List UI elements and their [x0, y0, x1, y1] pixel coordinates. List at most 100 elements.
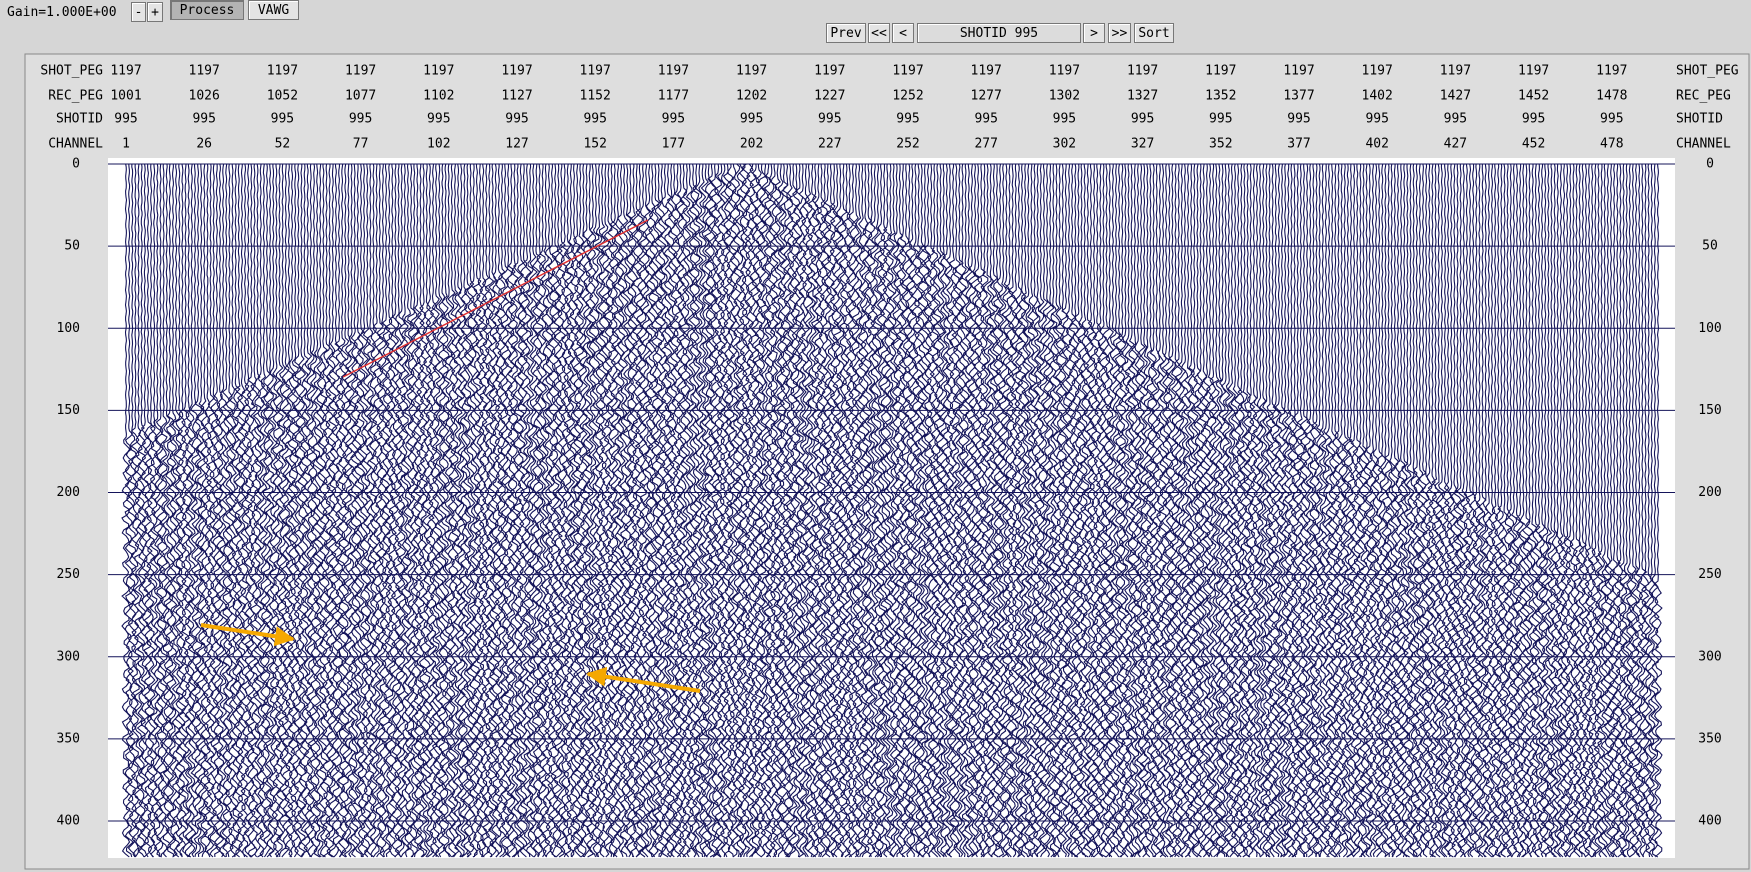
time-tick-label-left: 100 — [57, 321, 80, 336]
header-value: 1197 — [1049, 64, 1080, 79]
time-tick-label-right: 0 — [1706, 157, 1714, 172]
header-value: 402 — [1365, 137, 1388, 152]
header-value: 1197 — [1596, 64, 1627, 79]
header-value: 26 — [196, 137, 212, 152]
header-value: 1077 — [345, 89, 376, 104]
vawg-button[interactable]: VAWG — [248, 0, 299, 20]
header-value: 1152 — [580, 89, 611, 104]
time-tick-label-right: 200 — [1698, 485, 1721, 500]
time-tick-label-right: 350 — [1698, 731, 1721, 746]
time-tick-label-right: 100 — [1698, 321, 1721, 336]
header-value: 1197 — [1127, 64, 1158, 79]
header-value: 1197 — [1205, 64, 1236, 79]
header-value: 478 — [1600, 137, 1623, 152]
header-value: 995 — [1131, 112, 1154, 127]
header-value: 1252 — [892, 89, 923, 104]
header-value: 252 — [896, 137, 919, 152]
time-tick-label-right: 250 — [1698, 567, 1721, 582]
header-value: 352 — [1209, 137, 1232, 152]
gain-plus[interactable]: + — [147, 2, 163, 22]
header-value: 302 — [1053, 137, 1076, 152]
header-value: 1197 — [1440, 64, 1471, 79]
header-value: 52 — [275, 137, 291, 152]
header-value: 1197 — [189, 64, 220, 79]
header-value: 995 — [427, 112, 450, 127]
first-button[interactable]: << — [868, 23, 890, 43]
time-tick-label-left: 250 — [57, 567, 80, 582]
header-value: 995 — [114, 112, 137, 127]
header-value: 1197 — [501, 64, 532, 79]
header-value: 995 — [1600, 112, 1623, 127]
header-value: 1197 — [814, 64, 845, 79]
header-value: 1302 — [1049, 89, 1080, 104]
header-value: 1227 — [814, 89, 845, 104]
header-value: 1427 — [1440, 89, 1471, 104]
header-value: 1197 — [110, 64, 141, 79]
header-value: 1202 — [736, 89, 767, 104]
header-value: 1478 — [1596, 89, 1627, 104]
time-tick-label-right: 50 — [1702, 239, 1718, 254]
header-value: 1197 — [1518, 64, 1549, 79]
header-value: 152 — [583, 137, 606, 152]
header-value: 1197 — [658, 64, 689, 79]
time-tick-label-left: 50 — [64, 239, 80, 254]
header-value: 202 — [740, 137, 763, 152]
header-value: 427 — [1444, 137, 1467, 152]
header-value: 1452 — [1518, 89, 1549, 104]
header-value: 277 — [974, 137, 997, 152]
gain-minus[interactable]: - — [131, 2, 146, 22]
header-label-right: SHOTID — [1676, 112, 1723, 127]
time-tick-label-left: 300 — [57, 649, 80, 664]
header-value: 995 — [271, 112, 294, 127]
header-label-right: SHOT_PEG — [1676, 64, 1739, 79]
time-tick-label-left: 150 — [57, 403, 80, 418]
header-value: 995 — [192, 112, 215, 127]
annotation-arrow — [200, 623, 295, 647]
time-tick-label-left: 350 — [57, 731, 80, 746]
header-value: 1197 — [1362, 64, 1393, 79]
header-value: 995 — [1209, 112, 1232, 127]
header-value: 1197 — [971, 64, 1002, 79]
header-value: 995 — [1522, 112, 1545, 127]
header-value: 1197 — [345, 64, 376, 79]
header-value: 995 — [583, 112, 606, 127]
header-value: 995 — [974, 112, 997, 127]
header-value: 1352 — [1205, 89, 1236, 104]
header-value: 1197 — [267, 64, 298, 79]
header-value: 995 — [896, 112, 919, 127]
header-value: 1102 — [423, 89, 454, 104]
header-value: 1277 — [971, 89, 1002, 104]
header-value: 127 — [505, 137, 528, 152]
header-value: 1127 — [501, 89, 532, 104]
header-label-right: REC_PEG — [1676, 89, 1731, 104]
header-value: 1026 — [189, 89, 220, 104]
sort-button[interactable]: Sort — [1134, 23, 1174, 43]
back-button[interactable]: < — [892, 23, 914, 43]
header-value: 1327 — [1127, 89, 1158, 104]
next-button[interactable]: > — [1083, 23, 1105, 43]
header-value: 1402 — [1362, 89, 1393, 104]
header-value: 995 — [818, 112, 841, 127]
header-label-left: SHOTID — [56, 112, 103, 127]
header-value: 995 — [1053, 112, 1076, 127]
gain-label: Gain=1.000E+00 — [7, 5, 117, 20]
last-button[interactable]: >> — [1108, 23, 1131, 43]
time-tick-label-right: 400 — [1698, 814, 1721, 829]
header-value: 1197 — [736, 64, 767, 79]
header-label-left: REC_PEG — [48, 89, 103, 104]
header-value: 1197 — [580, 64, 611, 79]
shot-field[interactable]: SHOTID 995 — [917, 23, 1081, 43]
header-value: 452 — [1522, 137, 1545, 152]
header-value: 995 — [505, 112, 528, 127]
first-break-pick — [342, 219, 649, 378]
header-label-left: CHANNEL — [48, 137, 103, 152]
process-button[interactable]: Process — [170, 0, 244, 20]
header-value: 377 — [1287, 137, 1310, 152]
header-value: 77 — [353, 137, 369, 152]
header-value: 995 — [1287, 112, 1310, 127]
prev-button[interactable]: Prev — [826, 23, 866, 43]
header-value: 1001 — [110, 89, 141, 104]
time-tick-label-left: 400 — [57, 814, 80, 829]
